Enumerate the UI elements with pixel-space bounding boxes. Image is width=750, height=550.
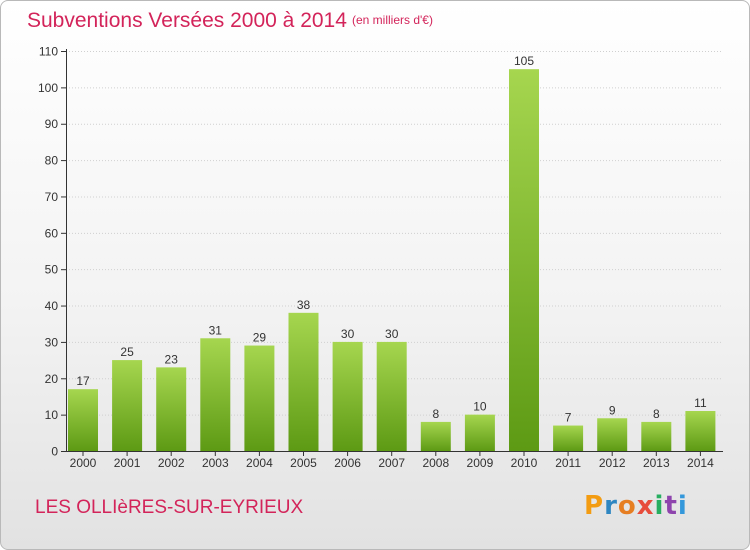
y-tick-label: 30 <box>45 335 59 349</box>
bar-value-label: 38 <box>297 298 311 312</box>
chart-unit: (en milliers d'€) <box>352 13 433 27</box>
bar <box>244 345 275 451</box>
x-tick-label: 2001 <box>114 456 141 470</box>
bar-value-label: 30 <box>385 327 399 341</box>
y-tick-label: 40 <box>45 299 59 313</box>
x-tick-label: 2011 <box>555 456 581 470</box>
bar-value-label: 105 <box>514 54 534 68</box>
bar-value-label: 23 <box>165 352 179 366</box>
bar-value-label: 10 <box>473 400 487 414</box>
logo-letter: P <box>584 491 605 521</box>
bar <box>376 341 407 451</box>
bar-value-label: 8 <box>432 407 439 421</box>
bar-value-label: 30 <box>341 327 355 341</box>
proxiti-logo[interactable]: Proxiti <box>584 491 688 521</box>
y-tick-label: 80 <box>45 154 59 168</box>
y-tick-label: 20 <box>45 372 59 386</box>
x-tick-label: 2007 <box>378 456 405 470</box>
bar <box>332 341 363 451</box>
bar-value-label: 11 <box>694 396 707 410</box>
y-tick-label: 100 <box>38 81 58 95</box>
bar <box>597 418 628 451</box>
y-tick-label: 10 <box>45 408 59 422</box>
x-tick-label: 2005 <box>290 456 317 470</box>
y-tick-label: 70 <box>45 190 59 204</box>
x-tick-label: 2009 <box>467 456 494 470</box>
bars: 17 25 23 31 29 38 30 30 8 10 105 7 9 8 11 <box>68 54 716 451</box>
logo-letter: t <box>664 491 678 521</box>
x-tick-label: 2013 <box>643 456 670 470</box>
logo-letter: o <box>617 491 637 521</box>
x-tick-label: 2010 <box>511 456 538 470</box>
bar <box>156 367 187 451</box>
bar-value-label: 25 <box>120 345 134 359</box>
commune-name: LES OLLIèRES-SUR-EYRIEUX <box>35 497 304 518</box>
y-tick-label: 0 <box>51 445 58 459</box>
bar <box>200 338 231 451</box>
x-tick-label: 2006 <box>334 456 361 470</box>
logo-letter: x <box>636 491 655 521</box>
x-tick-label: 2012 <box>599 456 626 470</box>
bar <box>68 389 98 451</box>
y-tick-label: 90 <box>45 117 59 131</box>
bar-value-label: 29 <box>253 331 267 345</box>
bar <box>288 312 319 451</box>
bar-value-label: 17 <box>76 374 90 388</box>
x-tick-label: 2004 <box>246 456 273 470</box>
bar <box>685 411 716 451</box>
y-tick-label: 50 <box>45 263 59 277</box>
bar <box>112 360 143 451</box>
x-tick-label: 2008 <box>422 456 449 470</box>
bar <box>420 421 451 451</box>
bar <box>641 421 672 451</box>
logo-letter: i <box>654 491 665 521</box>
bar <box>509 69 539 451</box>
bar <box>553 425 584 451</box>
bar-value-label: 8 <box>653 407 660 421</box>
bar-value-label: 7 <box>565 411 572 425</box>
y-tick-label: 110 <box>39 45 58 59</box>
bar-value-label: 31 <box>209 323 223 337</box>
x-tick-label: 2014 <box>687 456 714 470</box>
x-tick-label: 2003 <box>202 456 229 470</box>
bar-value-label: 9 <box>609 403 616 417</box>
x-tick-label: 2002 <box>158 456 185 470</box>
x-tick-label: 2000 <box>70 456 97 470</box>
logo-letter: i <box>677 491 688 521</box>
bar <box>464 414 495 451</box>
axes: 0 10 20 30 40 50 60 70 80 90 100 110 2000 2001 2002 200… <box>38 45 723 470</box>
y-tick-label: 60 <box>45 226 59 240</box>
logo-letter: r <box>604 491 618 521</box>
chart-title: Subventions Versées 2000 à 2014 <box>27 9 347 32</box>
